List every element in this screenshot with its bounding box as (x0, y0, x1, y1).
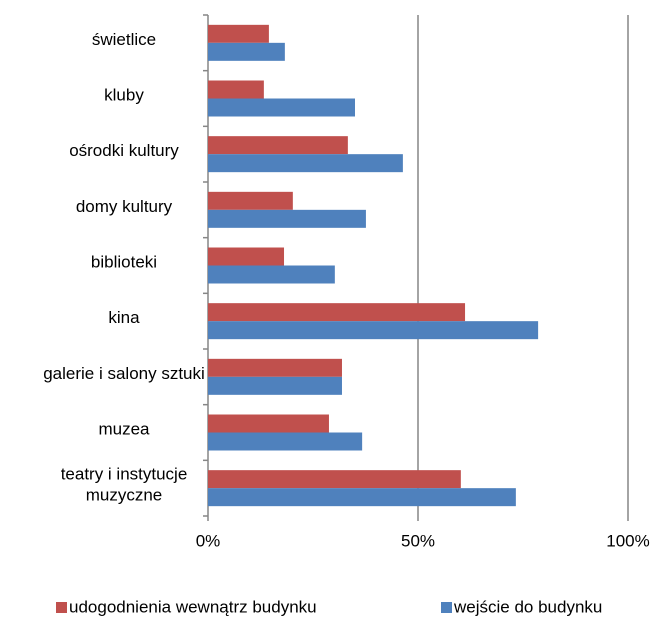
bar (208, 265, 335, 284)
bar (208, 136, 348, 155)
bar (208, 303, 466, 322)
bar (208, 247, 285, 266)
y-tick-label: galerie i salony sztuki (43, 364, 205, 383)
bar (208, 42, 285, 61)
y-tick-label: teatry i instytucje muzyczne (61, 465, 188, 505)
bar (208, 358, 342, 377)
x-tick-label: 100% (606, 531, 649, 550)
y-tick-label: ośrodki kultury (69, 142, 179, 161)
bar (208, 154, 403, 173)
bar (208, 80, 264, 99)
legend-swatch (441, 602, 452, 613)
bar (208, 191, 293, 210)
y-tick-label: domy kultury (76, 197, 173, 216)
legend-label: wejście do budynku (453, 597, 602, 616)
bar (208, 209, 366, 228)
x-tick-label: 0% (196, 531, 221, 550)
y-tick-label: muzea (98, 420, 150, 439)
bar (208, 470, 461, 489)
bar (208, 24, 269, 43)
y-tick-label: świetlice (92, 30, 156, 49)
bar (208, 432, 363, 451)
legend-label: udogodnienia wewnątrz budynku (69, 597, 317, 616)
legend-swatch (56, 602, 67, 613)
y-tick-label: kina (108, 309, 140, 328)
x-tick-label: 50% (401, 531, 435, 550)
bar (208, 414, 329, 433)
y-tick-label: biblioteki (91, 253, 157, 272)
bar (208, 321, 539, 340)
bar (208, 488, 516, 507)
bar (208, 376, 342, 395)
y-tick-label: kluby (104, 86, 144, 105)
bar (208, 98, 355, 117)
